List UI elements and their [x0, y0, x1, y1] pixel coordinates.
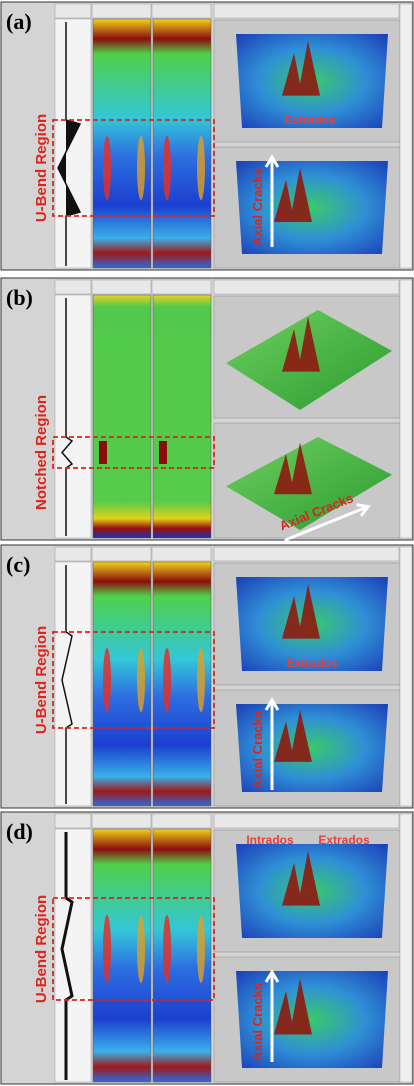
panel-label: (b) — [6, 285, 33, 310]
signal-strip — [55, 562, 91, 806]
figure: (a) U-Bend Region Extrados Axial Cracks (b) N… — [0, 0, 414, 1086]
header — [55, 814, 91, 828]
panel: (d) U-Bend Region Intrados Extrados Axial Cr… — [1, 812, 413, 1084]
indication — [197, 648, 205, 712]
panel-label: (c) — [6, 552, 30, 577]
c-scan-map — [93, 295, 151, 538]
region-label: U-Bend Region — [33, 895, 50, 1003]
header — [92, 814, 151, 828]
annotation: Intrados — [246, 833, 294, 847]
sidebar — [400, 4, 412, 268]
header — [55, 4, 91, 18]
header — [55, 547, 91, 561]
indication — [99, 441, 107, 464]
annotation: Extrados — [286, 656, 338, 670]
sidebar — [400, 547, 412, 806]
header — [92, 547, 151, 561]
indication — [137, 915, 145, 983]
crack-label: Axial Cracks — [250, 983, 265, 1061]
header — [214, 280, 399, 294]
region-label: U-Bend Region — [33, 114, 50, 222]
indication — [163, 915, 171, 983]
indication — [137, 648, 145, 712]
header — [152, 547, 211, 561]
header — [152, 280, 211, 294]
indication — [163, 136, 171, 200]
c-scan-map — [153, 295, 211, 538]
sidebar — [400, 280, 412, 538]
header — [92, 280, 151, 294]
panel-label: (a) — [6, 9, 32, 34]
indication — [197, 915, 205, 983]
indication — [159, 441, 167, 464]
header — [55, 280, 91, 294]
signal-strip — [55, 19, 91, 268]
annotation: Extrados — [284, 113, 336, 127]
indication — [197, 136, 205, 200]
crack-label: Axial Cracks — [250, 168, 265, 246]
header — [214, 814, 399, 828]
indication — [103, 915, 111, 983]
indication — [103, 136, 111, 200]
indication — [137, 136, 145, 200]
sidebar — [400, 814, 412, 1082]
region-label: Notched Region — [33, 395, 50, 510]
indication — [103, 648, 111, 712]
signal-strip — [55, 829, 91, 1082]
header — [214, 547, 399, 561]
header — [152, 814, 211, 828]
indication — [163, 648, 171, 712]
signal-strip — [55, 295, 91, 538]
header — [92, 4, 151, 18]
header — [152, 4, 211, 18]
crack-label: Axial Cracks — [250, 711, 265, 789]
region-label: U-Bend Region — [33, 626, 50, 734]
panel-label: (d) — [6, 819, 33, 844]
panel: (c) U-Bend Region Extrados Axial Cracks — [1, 545, 413, 808]
panel: (a) U-Bend Region Extrados Axial Cracks — [1, 2, 413, 270]
annotation: Extrados — [318, 833, 370, 847]
header — [214, 4, 399, 18]
